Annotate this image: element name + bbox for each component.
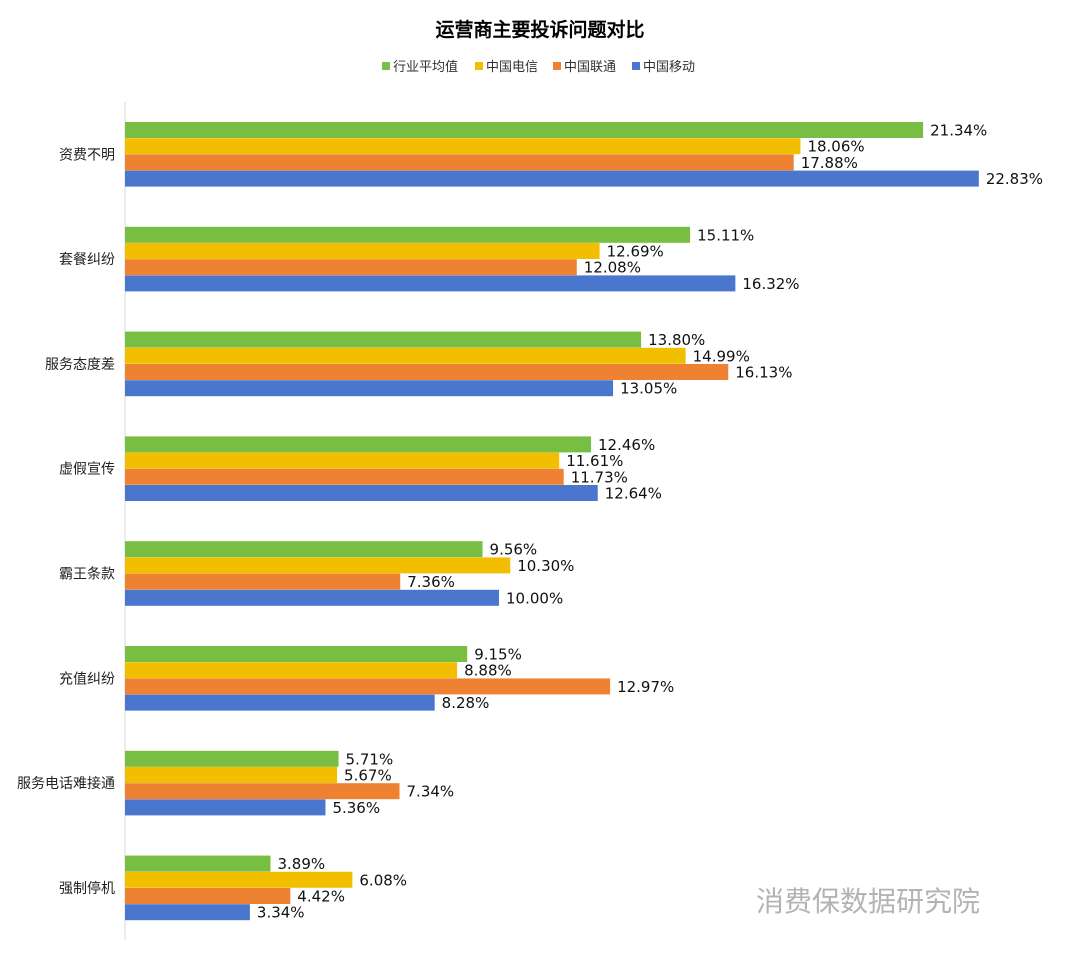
legend-swatch xyxy=(553,62,561,70)
data-label: 7.34% xyxy=(407,783,455,801)
chart-legend: 行业平均值 中国电信 中国联通 中国移动 xyxy=(382,59,695,75)
data-label: 5.71% xyxy=(346,750,394,768)
data-label: 4.42% xyxy=(297,888,345,906)
category-label: 虚假宣传 xyxy=(59,462,115,478)
bar xyxy=(125,678,611,695)
bar xyxy=(125,380,614,397)
bar xyxy=(125,485,598,501)
data-label: 10.00% xyxy=(506,589,563,607)
bar xyxy=(125,154,794,171)
category-label: 霸王条款 xyxy=(59,566,115,583)
data-label: 18.06% xyxy=(807,138,864,156)
legend-swatch xyxy=(632,62,640,70)
bar xyxy=(125,364,729,380)
bar xyxy=(125,750,339,767)
bar xyxy=(125,452,560,469)
data-label: 6.08% xyxy=(359,871,407,889)
data-label: 5.36% xyxy=(332,799,380,817)
bar xyxy=(125,243,600,259)
plot-area: 资费不明 21.34% 18.06%17.88% 22.83% 套餐纠纷 15.11% 12… xyxy=(17,122,1043,922)
data-label: 22.83% xyxy=(986,170,1043,188)
category-label: 服务态度差 xyxy=(45,357,115,373)
data-label: 8.88% xyxy=(464,662,512,680)
bar xyxy=(125,855,271,872)
bar xyxy=(125,589,499,606)
data-label: 3.89% xyxy=(277,855,325,873)
bar xyxy=(125,557,511,574)
bar xyxy=(125,541,483,558)
category-label: 服务电话难接通 xyxy=(17,775,115,792)
bar xyxy=(125,871,353,888)
bar xyxy=(125,646,468,662)
data-label: 16.32% xyxy=(742,275,799,293)
bar xyxy=(125,436,592,453)
bar xyxy=(125,662,458,679)
data-label: 14.99% xyxy=(693,347,750,365)
legend-swatch xyxy=(475,62,483,70)
watermark-text: 消费保数据研究院 xyxy=(756,885,980,918)
data-label: 10.30% xyxy=(517,557,574,575)
data-label: 12.69% xyxy=(607,243,664,261)
bar xyxy=(125,573,401,590)
bar xyxy=(125,138,801,155)
data-label: 7.36% xyxy=(407,573,455,591)
bar xyxy=(125,331,642,348)
bar xyxy=(125,347,686,364)
bar xyxy=(125,275,736,292)
data-label: 13.05% xyxy=(620,380,677,398)
bar xyxy=(125,259,577,276)
bar xyxy=(125,226,691,243)
data-label: 8.28% xyxy=(442,694,490,712)
data-label: 12.64% xyxy=(605,485,662,503)
data-label: 21.34% xyxy=(930,122,987,140)
legend-swatch xyxy=(382,62,390,70)
data-label: 15.11% xyxy=(697,226,754,244)
data-label: 3.34% xyxy=(257,904,305,922)
data-label: 12.08% xyxy=(584,259,641,277)
data-label: 9.56% xyxy=(490,541,538,559)
legend-label: 中国联通 xyxy=(564,60,616,75)
data-label: 9.15% xyxy=(474,646,522,664)
data-label: 11.61% xyxy=(566,452,623,470)
category-label: 套餐纠纷 xyxy=(59,252,115,268)
category-label: 强制停机 xyxy=(59,880,115,897)
bar xyxy=(125,170,979,187)
data-label: 13.80% xyxy=(648,331,705,349)
data-label: 5.67% xyxy=(344,767,392,785)
bar xyxy=(125,783,400,800)
data-label: 11.73% xyxy=(571,468,628,486)
legend-label: 行业平均值 xyxy=(393,59,458,75)
legend-label: 中国移动 xyxy=(643,60,695,75)
category-label: 资费不明 xyxy=(59,147,115,163)
bar xyxy=(125,888,291,904)
bar xyxy=(125,468,564,485)
legend-label: 中国电信 xyxy=(486,60,538,75)
bar xyxy=(125,904,250,921)
bar xyxy=(125,767,338,783)
data-label: 12.97% xyxy=(617,678,674,696)
chart-title: 运营商主要投诉问题对比 xyxy=(435,18,644,41)
bar xyxy=(125,122,924,138)
data-label: 16.13% xyxy=(735,364,792,382)
bar xyxy=(125,694,435,711)
bar xyxy=(125,799,326,816)
category-label: 充值纠纷 xyxy=(59,671,115,687)
data-label: 12.46% xyxy=(598,436,655,454)
data-label: 17.88% xyxy=(801,154,858,172)
